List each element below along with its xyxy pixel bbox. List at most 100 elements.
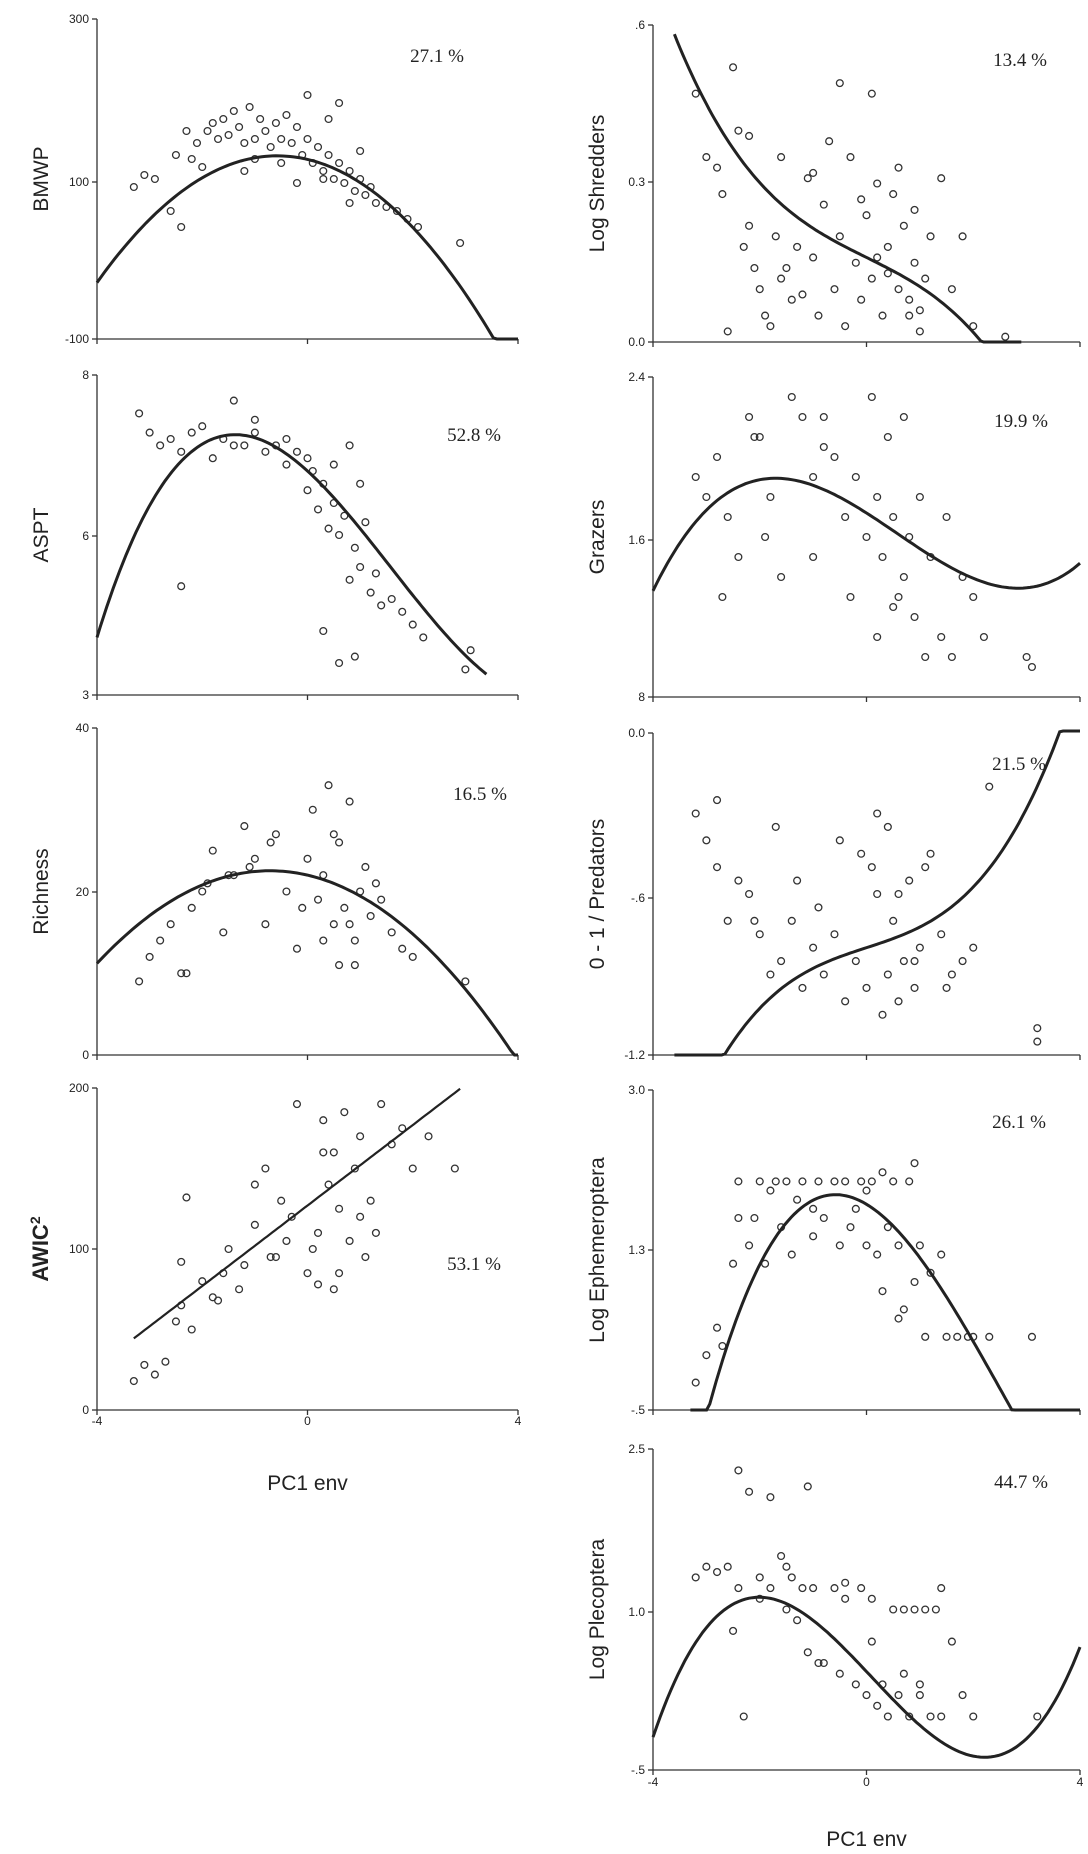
data-point (187, 903, 196, 912)
data-point (361, 518, 370, 527)
data-point (345, 575, 354, 584)
data-point (371, 569, 380, 578)
data-point (261, 1164, 270, 1173)
data-point (702, 1351, 711, 1360)
data-point (809, 1204, 818, 1213)
y-tick-label: -.5 (631, 1403, 645, 1417)
panel-aspt: 8 6 3 ASPT 52.8 % (30, 368, 519, 702)
data-point (841, 1578, 850, 1587)
data-point (819, 1213, 828, 1223)
data-point (324, 1180, 333, 1189)
data-point (985, 782, 994, 791)
data-point (324, 114, 333, 124)
data-point (814, 1177, 823, 1186)
data-point (809, 943, 818, 952)
data-point (156, 441, 165, 450)
data-point (345, 1236, 354, 1245)
data-point (787, 392, 796, 402)
data-point (335, 961, 344, 970)
data-point (910, 983, 919, 992)
data-point (905, 876, 914, 885)
data-point (135, 409, 144, 418)
data-point (298, 903, 307, 912)
data-point (835, 1669, 844, 1678)
data-point (915, 492, 924, 502)
data-point (835, 79, 844, 88)
fitted-curve (95, 869, 518, 1057)
data-point (292, 944, 302, 953)
y-tick-label: 2.4 (628, 370, 645, 384)
data-point (883, 970, 892, 979)
data-point (1033, 1712, 1042, 1721)
data-point (150, 1370, 159, 1379)
data-point (156, 936, 165, 945)
x-axis-title: PC1 env (826, 1828, 907, 1851)
data-point (782, 263, 791, 273)
data-point (819, 442, 828, 452)
data-point (921, 863, 930, 872)
data-point (282, 110, 291, 120)
data-point (723, 327, 732, 336)
data-point (213, 1296, 223, 1305)
data-point (787, 1250, 796, 1259)
y-tick-label: 200 (69, 1081, 89, 1095)
data-point (862, 983, 871, 992)
y-tick-label: 1.0 (628, 1605, 645, 1619)
data-point (366, 588, 375, 597)
y-tick-label: 0 (82, 1403, 89, 1417)
data-point (915, 943, 924, 952)
data-point (947, 970, 956, 979)
fitted-curve (651, 1595, 1082, 1759)
data-point (182, 1193, 191, 1202)
data-point (750, 263, 759, 273)
y-axis-title: BMWP (30, 146, 53, 211)
data-point (782, 1177, 791, 1186)
data-point (937, 1584, 946, 1593)
data-point (192, 138, 202, 148)
data-point (793, 876, 802, 885)
data-point (873, 492, 882, 502)
fitted-curve (95, 154, 518, 341)
data-point (335, 98, 344, 108)
data-point (867, 1177, 876, 1186)
data-point (766, 1584, 775, 1593)
data-point (862, 1241, 871, 1250)
y-tick-label: 8 (82, 368, 89, 382)
data-point (129, 182, 138, 192)
data-point (1027, 1332, 1037, 1341)
y-tick-label: 6 (82, 529, 89, 543)
data-point (761, 311, 770, 320)
data-point (899, 1669, 908, 1678)
data-point (777, 572, 786, 582)
panel-bmwp: 300 100 -100 BMWP 27.1 % (30, 12, 519, 346)
data-point (1033, 1024, 1042, 1033)
data-point (915, 306, 924, 315)
data-point (729, 1259, 738, 1268)
data-point (271, 118, 280, 128)
data-point (319, 1116, 328, 1125)
data-point (745, 221, 754, 230)
data-point (755, 1573, 764, 1582)
data-point (761, 532, 770, 542)
data-point (371, 198, 380, 208)
data-point (187, 428, 196, 437)
data-point (905, 295, 914, 304)
data-point (894, 163, 903, 172)
data-point (883, 432, 892, 442)
data-point (867, 89, 876, 98)
y-axis-title: ASPT (30, 507, 53, 562)
data-point (129, 1376, 138, 1386)
data-point (303, 134, 312, 144)
data-point (910, 612, 919, 622)
data-point (734, 1177, 743, 1186)
data-point (377, 601, 386, 610)
data-point (809, 168, 818, 177)
y-axis-title: Log Plecoptera (586, 1539, 609, 1681)
data-point (182, 969, 191, 978)
data-point (240, 441, 249, 450)
data-point (319, 174, 328, 184)
y-tick-label: 1.3 (628, 1243, 645, 1257)
data-point (718, 592, 727, 602)
data-point (878, 1010, 887, 1019)
y-tick-label: 1.6 (628, 533, 645, 547)
